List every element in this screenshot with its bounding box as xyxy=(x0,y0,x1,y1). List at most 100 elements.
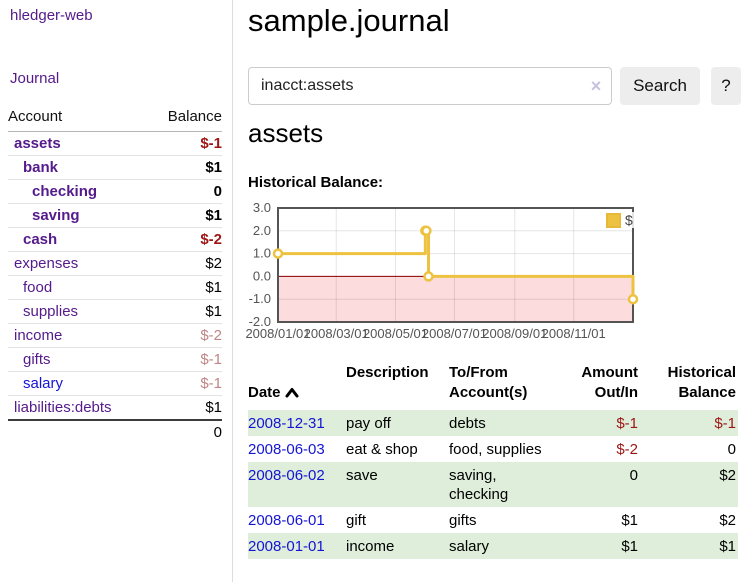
transaction-description: income xyxy=(346,538,395,555)
account-row: gifts $-1 xyxy=(8,348,222,372)
svg-text:-2.0: -2.0 xyxy=(249,314,271,329)
account-link[interactable]: food xyxy=(23,279,53,296)
account-row: supplies $1 xyxy=(8,300,222,324)
page-title: sample.journal xyxy=(248,3,450,38)
transaction-row[interactable]: 2008-06-03 eat & shop food, supplies $-2… xyxy=(248,436,738,462)
chart-legend: $ xyxy=(604,212,635,228)
account-link[interactable]: bank xyxy=(23,159,59,176)
account-link[interactable]: expenses xyxy=(14,255,79,272)
sort-ascending-icon xyxy=(285,388,299,398)
legend-swatch-icon xyxy=(606,212,621,228)
account-balance: $-2 xyxy=(200,327,222,344)
column-header-description[interactable]: Description xyxy=(346,364,429,381)
column-header-historical[interactable]: Historical Balance xyxy=(667,364,736,401)
sidebar-item-journal[interactable]: Journal xyxy=(10,70,60,87)
account-balance: $1 xyxy=(205,207,222,224)
svg-text:3.0: 3.0 xyxy=(253,200,271,215)
transaction-date-link[interactable]: 2008-06-01 xyxy=(248,512,325,529)
date-header-label: Date xyxy=(248,384,281,401)
account-link[interactable]: saving xyxy=(32,207,80,224)
transaction-date-link[interactable]: 2008-01-01 xyxy=(248,538,325,555)
account-link[interactable]: supplies xyxy=(23,303,79,320)
account-balance: 0 xyxy=(213,183,222,200)
account-row: income $-2 xyxy=(8,324,222,348)
transaction-accounts: salary xyxy=(449,538,490,555)
transaction-amount: $1 xyxy=(621,512,638,529)
accounts-table: Account Balance assets $-1 bank $1 check… xyxy=(8,104,222,445)
svg-text:2008/11/01: 2008/11/01 xyxy=(542,326,606,341)
account-balance: $-1 xyxy=(200,351,222,368)
clear-search-icon[interactable]: × xyxy=(590,76,602,96)
account-link[interactable]: liabilities:debts xyxy=(14,399,112,416)
account-heading: assets xyxy=(248,118,324,148)
transaction-accounts: saving, checking xyxy=(449,467,509,503)
transaction-description: pay off xyxy=(346,415,391,432)
transaction-description: gift xyxy=(346,512,367,529)
transaction-amount: $-1 xyxy=(616,415,638,432)
account-balance: $-1 xyxy=(200,375,222,392)
account-row: bank $1 xyxy=(8,156,222,180)
svg-text:2008/03/01: 2008/03/01 xyxy=(304,326,369,341)
account-balance: $-1 xyxy=(200,135,222,152)
transaction-row[interactable]: 2008-12-31 pay off debts $-1 $-1 xyxy=(248,410,738,436)
account-balance: $2 xyxy=(205,255,222,272)
svg-text:2008/07/01: 2008/07/01 xyxy=(422,326,487,341)
search-bar: × Search ? xyxy=(248,67,742,105)
column-header-date[interactable]: Date xyxy=(248,361,346,410)
account-row: liabilities:debts $1 xyxy=(8,396,222,420)
transaction-description: save xyxy=(346,467,378,484)
account-row: salary $-1 xyxy=(8,372,222,396)
accounts-header-balance: Balance xyxy=(167,108,222,125)
account-row: checking 0 xyxy=(8,180,222,204)
account-link[interactable]: assets xyxy=(14,135,61,152)
main-content: sample.journal × Search ? assets Histori… xyxy=(245,0,742,582)
chart-canvas: 3.0 2.0 1.0 0.0 -1.0 -2.02008/01/012008/03/01… xyxy=(245,200,639,341)
transaction-accounts: food, supplies xyxy=(449,441,542,458)
search-input[interactable] xyxy=(248,67,612,105)
account-link[interactable]: salary xyxy=(23,375,64,392)
account-link[interactable]: cash xyxy=(23,231,58,248)
account-balance: $1 xyxy=(205,279,222,296)
svg-text:2.0: 2.0 xyxy=(253,223,271,238)
transaction-date-link[interactable]: 2008-06-02 xyxy=(248,467,325,484)
transaction-balance: $2 xyxy=(719,467,736,484)
transaction-description: eat & shop xyxy=(346,441,418,458)
account-balance: $-2 xyxy=(200,231,222,248)
accounts-table-header: Account Balance xyxy=(8,104,222,132)
transaction-row[interactable]: 2008-06-01 gift gifts $1 $2 xyxy=(248,507,738,533)
register-table: Date Description To/From Account(s) Amou… xyxy=(248,361,738,559)
transaction-balance: $1 xyxy=(719,538,736,555)
account-row: cash $-2 xyxy=(8,228,222,252)
transaction-amount: $1 xyxy=(621,538,638,555)
legend-label: $ xyxy=(625,212,633,228)
accounts-header-account: Account xyxy=(8,108,63,125)
svg-text:2008/01/01: 2008/01/01 xyxy=(245,326,310,341)
transaction-balance: $2 xyxy=(719,512,736,529)
account-row: food $1 xyxy=(8,276,222,300)
transaction-date-link[interactable]: 2008-12-31 xyxy=(248,415,325,432)
account-balance: $1 xyxy=(205,159,222,176)
svg-text:2008/05/01: 2008/05/01 xyxy=(363,326,428,341)
account-balance: $1 xyxy=(205,303,222,320)
register-header-row: Date Description To/From Account(s) Amou… xyxy=(248,361,738,410)
account-link[interactable]: gifts xyxy=(23,351,51,368)
svg-text:-1.0: -1.0 xyxy=(249,291,271,306)
transaction-row[interactable]: 2008-01-01 income salary $1 $1 xyxy=(248,533,738,559)
brand-link[interactable]: hledger-web xyxy=(10,7,93,24)
sidebar: hledger-web Journal Account Balance asse… xyxy=(0,0,233,582)
transaction-accounts: debts xyxy=(449,415,486,432)
accounts-total-value: 0 xyxy=(213,424,222,441)
svg-text:0.0: 0.0 xyxy=(253,268,271,283)
transaction-date-link[interactable]: 2008-06-03 xyxy=(248,441,325,458)
account-link[interactable]: income xyxy=(14,327,63,344)
accounts-total-row: 0 xyxy=(8,419,222,445)
column-header-accounts[interactable]: To/From Account(s) xyxy=(449,364,528,401)
account-row: expenses $2 xyxy=(8,252,222,276)
transaction-row[interactable]: 2008-06-02 save saving, checking 0 $2 xyxy=(248,462,738,507)
account-link[interactable]: checking xyxy=(32,183,98,200)
transaction-balance: $-1 xyxy=(714,415,736,432)
column-header-amount[interactable]: Amount Out/In xyxy=(581,364,638,401)
historical-balance-chart: 3.0 2.0 1.0 0.0 -1.0 -2.0 2008/01/01 2008/03/01… xyxy=(242,200,642,348)
search-button[interactable]: Search xyxy=(620,67,700,105)
help-button[interactable]: ? xyxy=(711,67,741,105)
